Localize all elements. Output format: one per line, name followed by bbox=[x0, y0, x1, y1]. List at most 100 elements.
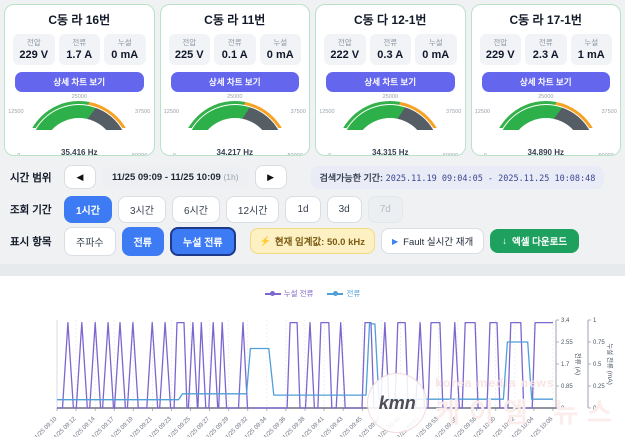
display-button-전류[interactable]: 전류 bbox=[121, 226, 165, 256]
device-cards-row: C동 라 16번 전압 229 V 전류 1.7 A 누설 0 mA 상세 차트 보기 0 125… bbox=[0, 0, 625, 156]
legend-item-누설 전류[interactable]: 누설 전류 bbox=[264, 288, 314, 299]
excel-download-button[interactable]: ↓ 엑셀 다운로드 bbox=[490, 229, 580, 253]
stat-label: 전압 bbox=[182, 38, 197, 47]
card-stats: 전압 229 V 전류 1.7 A 누설 0 mA bbox=[13, 34, 146, 65]
period-button-3d[interactable]: 3d bbox=[326, 195, 362, 223]
period-buttons: 1시간 3시간 6시간 12시간 1d 3d 7d bbox=[64, 195, 403, 223]
display-button-누설 전류[interactable]: 누설 전류 bbox=[170, 226, 236, 256]
current-tick-label: 3.4 bbox=[561, 318, 570, 324]
stat-label: 누설 bbox=[584, 38, 599, 47]
time-range-span: (1h) bbox=[223, 171, 239, 182]
stat-leak: 누설 0 mA bbox=[415, 34, 457, 65]
gauge-tick: 50000 bbox=[442, 153, 459, 156]
fault-resume-button[interactable]: ▶ Fault 실시간 재개 bbox=[381, 228, 485, 254]
stat-voltage: 전압 229 V bbox=[479, 34, 521, 65]
period-button-3시간[interactable]: 3시간 bbox=[117, 195, 166, 223]
gauge-tick: 12500 bbox=[8, 109, 24, 115]
period-button-6시간[interactable]: 6시간 bbox=[171, 195, 220, 223]
gauge-tick: 0 bbox=[483, 153, 487, 156]
frequency-gauge: 0 12500 25000 37500 50000 34,315 Hz bbox=[319, 94, 462, 156]
gauge-tick: 12500 bbox=[319, 109, 335, 115]
time-range-label: 시간 범위 bbox=[10, 171, 52, 184]
stat-value: 1 mA bbox=[577, 49, 605, 61]
legend-item-전류[interactable]: 전류 bbox=[327, 288, 360, 299]
period-button-12시간[interactable]: 12시간 bbox=[225, 195, 280, 223]
detail-chart-button[interactable]: 상세 차트 보기 bbox=[170, 72, 299, 92]
stat-value: 229 V bbox=[485, 49, 515, 61]
gauge-tick: 0 bbox=[328, 153, 332, 156]
gauge-value: 34,217 Hz bbox=[216, 148, 253, 156]
period-button-1시간[interactable]: 1시간 bbox=[64, 195, 112, 223]
card-title: C동 라 16번 bbox=[48, 13, 111, 27]
card-stats: 전압 229 V 전류 2.3 A 누설 1 mA bbox=[479, 34, 612, 65]
stat-voltage: 전압 225 V bbox=[168, 34, 210, 65]
period-label: 조회 기간 bbox=[10, 203, 52, 216]
section-divider bbox=[0, 264, 625, 276]
next-time-button[interactable]: ▶ bbox=[254, 165, 287, 189]
current-tick-label: 1.7 bbox=[561, 362, 570, 368]
leak-tick-label: 0 bbox=[593, 406, 597, 412]
detail-chart-button[interactable]: 상세 차트 보기 bbox=[481, 72, 610, 92]
gauge-arc bbox=[184, 105, 285, 155]
leak-tick-label: 1 bbox=[593, 318, 597, 324]
gauge-value: 35,416 Hz bbox=[61, 148, 98, 156]
frequency-gauge: 0 12500 25000 37500 50000 35,416 Hz bbox=[8, 94, 150, 156]
card-stats: 전압 222 V 전류 0.3 A 누설 0 mA bbox=[324, 34, 457, 65]
leak-axis-title: 누설 전류 (mA) bbox=[606, 343, 615, 385]
stat-label: 전압 bbox=[493, 38, 508, 47]
card-stats: 전압 225 V 전류 0.1 A 누설 0 mA bbox=[168, 34, 301, 65]
legend-marker-icon bbox=[264, 290, 281, 297]
device-card: C동 라 11번 전압 225 V 전류 0.1 A 누설 0 mA 상세 차트 보기 0 125… bbox=[159, 4, 310, 156]
gauge-tick: 50000 bbox=[287, 153, 303, 156]
gauge-tick: 25000 bbox=[71, 94, 87, 100]
stat-value: 0 mA bbox=[422, 49, 450, 61]
card-title: C동 라 11번 bbox=[204, 13, 266, 27]
stat-leak: 누설 1 mA bbox=[570, 34, 612, 65]
stat-label: 누설 bbox=[117, 38, 132, 47]
device-card: C동 라 17-1번 전압 229 V 전류 2.3 A 누설 1 mA 상세 차트 보기 0 1… bbox=[470, 4, 621, 156]
detail-chart-button[interactable]: 상세 차트 보기 bbox=[15, 72, 144, 92]
device-card: C동 라 16번 전압 229 V 전류 1.7 A 누설 0 mA 상세 차트 보기 0 125… bbox=[4, 4, 155, 156]
stat-label: 누설 bbox=[428, 38, 443, 47]
period-button-1d[interactable]: 1d bbox=[285, 195, 321, 223]
stat-value: 0.3 A bbox=[377, 49, 404, 61]
stat-voltage: 전압 222 V bbox=[324, 34, 366, 65]
lightning-icon: ⚡ bbox=[259, 235, 271, 246]
current-tick-label: 0.85 bbox=[561, 384, 573, 390]
searchable-period-value: 2025.11.19 09:04:05 - 2025.11.25 10:08:4… bbox=[385, 173, 596, 184]
gauge-tick: 12500 bbox=[163, 109, 180, 115]
stat-value: 222 V bbox=[330, 49, 360, 61]
stat-value: 0 mA bbox=[111, 49, 139, 61]
display-button-주파수[interactable]: 주파수 bbox=[64, 226, 116, 256]
stat-label: 전압 bbox=[26, 38, 41, 47]
stat-label: 누설 bbox=[273, 38, 288, 47]
legend-label: 누설 전류 bbox=[283, 289, 314, 298]
gauge-tick: 37500 bbox=[601, 109, 617, 115]
gauge-arc bbox=[495, 105, 596, 155]
stat-leak: 누설 0 mA bbox=[259, 34, 301, 65]
stat-leak: 누설 0 mA bbox=[104, 34, 146, 65]
gauge-value: 34,315 Hz bbox=[372, 148, 409, 156]
stat-value: 2.3 A bbox=[532, 49, 559, 61]
stat-value: 229 V bbox=[19, 49, 49, 61]
prev-time-button[interactable]: ◀ bbox=[64, 165, 96, 189]
stat-voltage: 전압 229 V bbox=[13, 34, 55, 65]
stat-current: 전류 1.7 A bbox=[58, 34, 100, 65]
series-누설 전류 bbox=[57, 321, 553, 409]
gauge-tick: 37500 bbox=[445, 109, 462, 115]
stat-current: 전류 2.3 A bbox=[525, 34, 567, 65]
stat-label: 전류 bbox=[72, 38, 87, 47]
searchable-period-chip: 검색가능한 기간: 2025.11.19 09:04:05 - 2025.11.… bbox=[310, 165, 605, 189]
stat-value: 1.7 A bbox=[66, 49, 93, 61]
stat-label: 전압 bbox=[337, 38, 352, 47]
detail-chart-button[interactable]: 상세 차트 보기 bbox=[326, 72, 455, 92]
legend-marker-icon bbox=[327, 290, 344, 297]
period-button-7d[interactable]: 7d bbox=[367, 195, 403, 223]
display-label: 표시 항목 bbox=[10, 235, 52, 248]
frequency-gauge: 0 12500 25000 37500 50000 34,890 Hz bbox=[475, 94, 617, 156]
current-axis-title: 전류 (A) bbox=[574, 353, 583, 375]
fault-resume-label: Fault 실시간 재개 bbox=[403, 237, 474, 248]
stat-value: 225 V bbox=[174, 49, 204, 61]
